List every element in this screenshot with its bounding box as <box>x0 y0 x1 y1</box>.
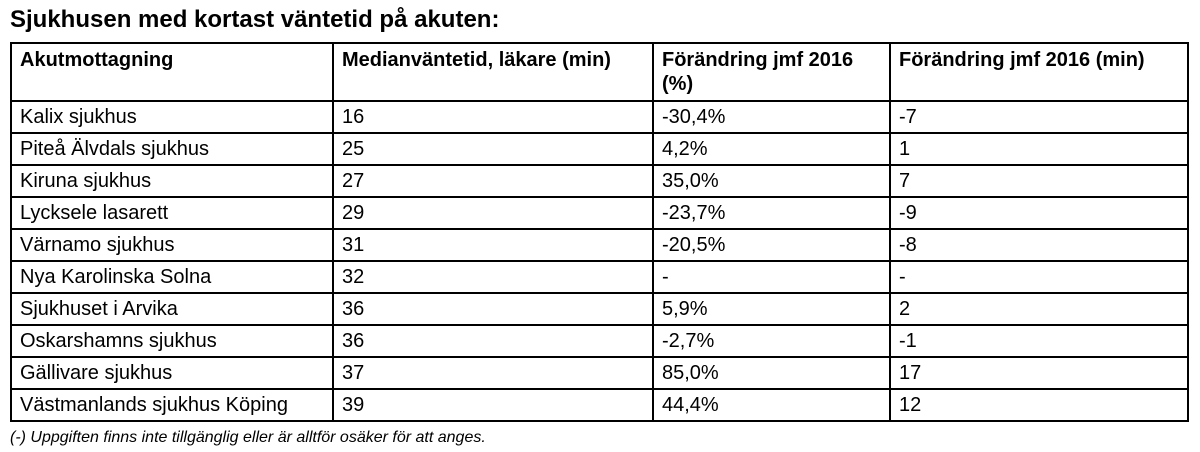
change-pct-cell: -20,5% <box>652 228 891 262</box>
table-header-row: Akutmottagning Medianväntetid, läkare (m… <box>10 42 1189 102</box>
hospital-name-cell: Sjukhuset i Arvika <box>10 292 334 326</box>
hospital-name-cell: Värnamo sjukhus <box>10 228 334 262</box>
table-row: Nya Karolinska Solna 32 - - <box>10 260 1189 294</box>
change-min-cell: 1 <box>889 132 1189 166</box>
column-header-forandring-pct: Förändring jmf 2016 (%) <box>652 42 891 102</box>
hospital-name-cell: Gällivare sjukhus <box>10 356 334 390</box>
change-pct-cell: -23,7% <box>652 196 891 230</box>
median-wait-cell: 37 <box>332 356 654 390</box>
hospital-name-cell: Oskarshamns sjukhus <box>10 324 334 358</box>
change-pct-cell: - <box>652 260 891 294</box>
median-wait-cell: 39 <box>332 388 654 422</box>
hospital-name-cell: Piteå Älvdals sjukhus <box>10 132 334 166</box>
median-wait-cell: 36 <box>332 324 654 358</box>
footnote: (-) Uppgiften finns inte tillgänglig ell… <box>10 429 486 446</box>
page-title: Sjukhusen med kortast väntetid på akuten… <box>10 6 500 33</box>
change-min-cell: - <box>889 260 1189 294</box>
table-row: Gällivare sjukhus 37 85,0% 17 <box>10 356 1189 390</box>
hospital-name-cell: Lycksele lasarett <box>10 196 334 230</box>
wait-time-table: Akutmottagning Medianväntetid, läkare (m… <box>10 42 1189 422</box>
change-pct-cell: 44,4% <box>652 388 891 422</box>
column-header-medianvantetid: Medianväntetid, läkare (min) <box>332 42 654 102</box>
table-row: Lycksele lasarett 29 -23,7% -9 <box>10 196 1189 230</box>
median-wait-cell: 16 <box>332 100 654 134</box>
table-row: Oskarshamns sjukhus 36 -2,7% -1 <box>10 324 1189 358</box>
column-header-akutmottagning: Akutmottagning <box>10 42 334 102</box>
change-pct-cell: 35,0% <box>652 164 891 198</box>
table-row: Kalix sjukhus 16 -30,4% -7 <box>10 100 1189 134</box>
median-wait-cell: 32 <box>332 260 654 294</box>
hospital-name-cell: Kalix sjukhus <box>10 100 334 134</box>
change-pct-cell: 4,2% <box>652 132 891 166</box>
change-min-cell: -9 <box>889 196 1189 230</box>
table-row: Kiruna sjukhus 27 35,0% 7 <box>10 164 1189 198</box>
table-row: Piteå Älvdals sjukhus 25 4,2% 1 <box>10 132 1189 166</box>
median-wait-cell: 29 <box>332 196 654 230</box>
change-min-cell: 7 <box>889 164 1189 198</box>
median-wait-cell: 25 <box>332 132 654 166</box>
change-min-cell: 12 <box>889 388 1189 422</box>
hospital-name-cell: Västmanlands sjukhus Köping <box>10 388 334 422</box>
hospital-name-cell: Nya Karolinska Solna <box>10 260 334 294</box>
change-min-cell: 2 <box>889 292 1189 326</box>
table-row: Västmanlands sjukhus Köping 39 44,4% 12 <box>10 388 1189 422</box>
change-pct-cell: -30,4% <box>652 100 891 134</box>
table-row: Sjukhuset i Arvika 36 5,9% 2 <box>10 292 1189 326</box>
median-wait-cell: 31 <box>332 228 654 262</box>
change-min-cell: 17 <box>889 356 1189 390</box>
change-pct-cell: 85,0% <box>652 356 891 390</box>
change-min-cell: -7 <box>889 100 1189 134</box>
change-pct-cell: -2,7% <box>652 324 891 358</box>
change-pct-cell: 5,9% <box>652 292 891 326</box>
table-row: Värnamo sjukhus 31 -20,5% -8 <box>10 228 1189 262</box>
hospital-name-cell: Kiruna sjukhus <box>10 164 334 198</box>
change-min-cell: -1 <box>889 324 1189 358</box>
median-wait-cell: 27 <box>332 164 654 198</box>
median-wait-cell: 36 <box>332 292 654 326</box>
change-min-cell: -8 <box>889 228 1189 262</box>
column-header-forandring-min: Förändring jmf 2016 (min) <box>889 42 1189 102</box>
